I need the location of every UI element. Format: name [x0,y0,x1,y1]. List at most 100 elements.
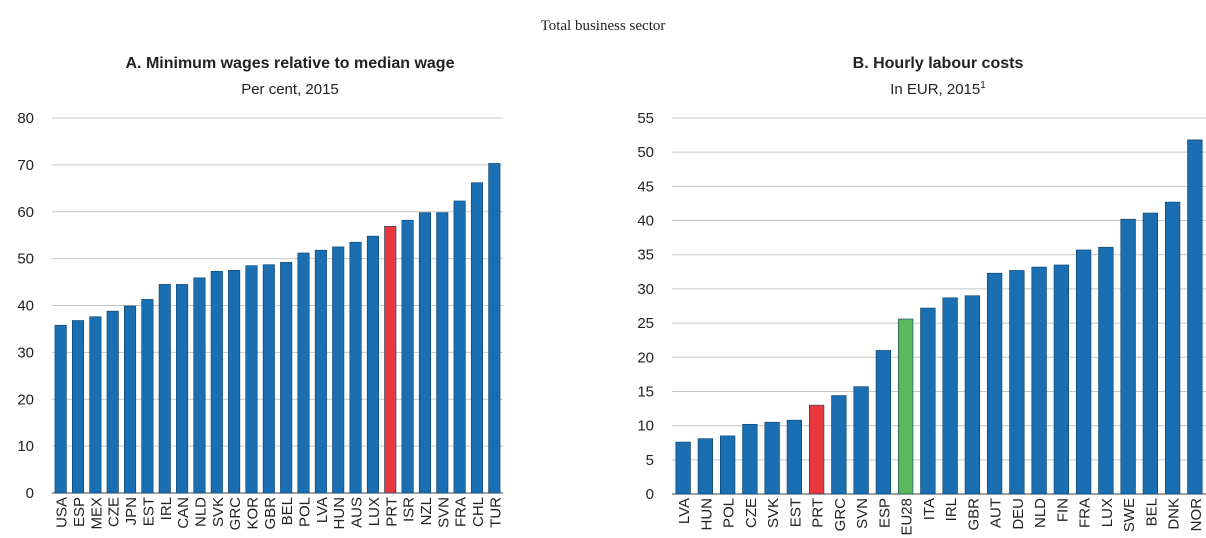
y-tick-label: 0 [26,485,34,502]
x-tick-label: ESP [876,498,893,528]
bar [897,318,914,495]
bar [71,320,85,494]
x-tick-label: GRC [227,497,244,531]
bar [964,295,981,495]
bar [401,219,414,494]
x-tick-label: HUN [331,497,348,530]
x-tick-label: EST [140,497,157,526]
x-tick-label: BEL [1143,498,1160,526]
y-tick-label: 10 [17,438,34,455]
x-tick-label: SVK [210,497,227,527]
x-tick-label: CZE [106,497,123,527]
y-tick-label: 25 [637,315,654,332]
x-tick-label: TUR [487,497,504,528]
x-tick-label: FRA [453,497,470,527]
x-tick-label: GBR [262,497,279,530]
bar [742,423,758,495]
bar [1053,264,1070,495]
bar [808,404,825,495]
bar [210,270,223,494]
footnote-mark: 1 [980,80,986,91]
panel-title: A. Minimum wages relative to median wage [126,55,455,72]
bar [764,421,780,495]
x-tick-label: PRT [383,497,400,527]
y-tick-label: 50 [17,251,34,268]
bar [697,438,714,495]
y-tick-label: 20 [17,391,34,408]
x-tick-label: FIN [1054,498,1071,522]
page-subtitle: Total business sector [541,18,666,34]
x-tick-label: AUS [349,497,366,528]
y-tick-label: 40 [637,213,654,230]
x-tick-label: LVA [314,497,331,523]
x-tick-label: POL [297,497,314,527]
x-tick-label: LUX [1099,498,1116,527]
bar [719,435,736,495]
bar [1009,270,1025,495]
y-tick-label: 60 [17,204,34,221]
x-tick-label: PRT [810,498,827,528]
bar [831,395,847,495]
bar [228,270,241,494]
bar [853,386,869,495]
y-tick-label: 0 [646,486,654,503]
x-tick-label: POL [721,498,738,528]
bar [1120,218,1136,495]
panel-subtitle-text: Per cent, 2015 [241,81,339,98]
bar [54,324,67,494]
bar [349,241,362,494]
x-tick-label: EU28 [899,498,916,536]
bar [1075,249,1092,495]
panel-subtitle: Per cent, 2015 [241,81,339,98]
bar [1031,266,1047,495]
y-tick-label: 5 [646,452,654,469]
bar [875,350,892,495]
x-tick-label: LUX [366,497,383,526]
bar [89,316,102,494]
y-tick-label: 35 [637,247,654,264]
panel-subtitle-text: In EUR, 2015 [890,81,980,98]
x-tick-label: KOR [244,497,261,530]
bar [124,305,137,494]
x-tick-label: CZE [743,498,760,528]
x-tick-label: CAN [175,497,192,529]
y-tick-label: 50 [637,144,654,161]
x-tick-label: GBR [965,498,982,531]
x-tick-label: BEL [279,497,296,525]
x-tick-label: SVN [854,498,871,529]
x-tick-label: NLD [192,497,209,527]
y-tick-label: 10 [637,418,654,435]
bar [366,235,379,494]
bar [1142,212,1159,495]
bar [141,299,154,494]
bar [1187,139,1203,495]
bar [106,310,119,494]
bar [280,262,293,494]
y-tick-label: 40 [17,298,34,315]
x-tick-label: IRL [158,497,175,520]
bar [786,419,803,495]
x-tick-label: USA [54,497,71,528]
x-tick-label: GRC [832,498,849,532]
x-tick-label: SWE [1121,498,1138,532]
x-tick-label: LVA [676,498,693,524]
bar [384,225,397,494]
bar [176,284,189,494]
bar [245,265,258,494]
panel-subtitle: In EUR, 20151 [890,80,986,98]
x-tick-label: SVK [765,498,782,528]
bar [297,252,310,494]
bar [986,272,1003,495]
x-tick-label: JPN [123,497,140,525]
x-tick-label: DNK [1166,498,1183,530]
bar [314,249,327,494]
x-tick-label: ITA [921,498,938,520]
x-tick-label: DEU [1010,498,1027,530]
y-tick-label: 20 [637,349,654,366]
y-tick-label: 45 [637,178,654,195]
bar [488,163,501,494]
x-tick-label: FRA [1077,498,1094,528]
y-tick-label: 15 [637,383,654,400]
x-tick-label: IRL [943,498,960,521]
